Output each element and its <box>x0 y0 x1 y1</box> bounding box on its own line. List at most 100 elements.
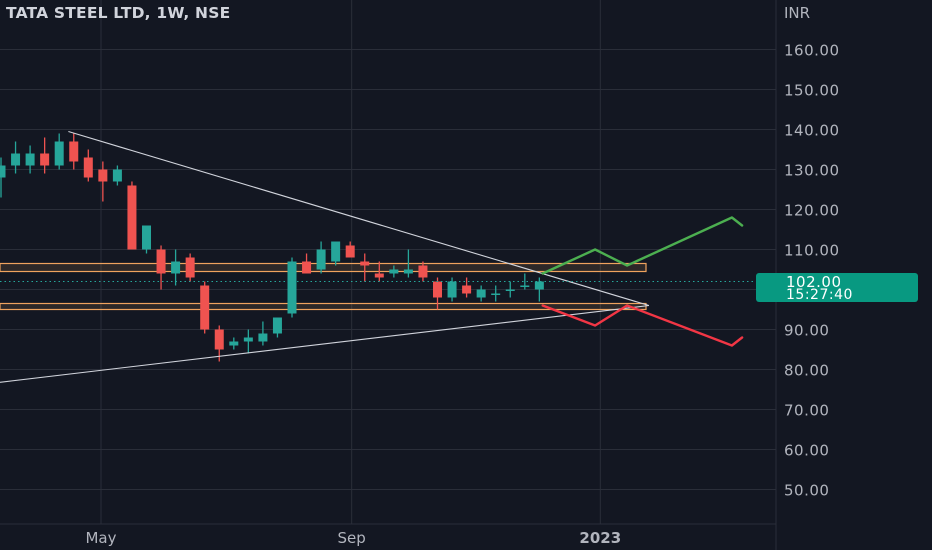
candle-33 <box>476 285 486 302</box>
projection-up-path <box>541 216 744 275</box>
candle-19 <box>272 317 282 338</box>
candle-body-15 <box>214 329 224 350</box>
projection-down-path <box>541 304 744 347</box>
candle-24 <box>345 241 355 258</box>
candle-body-33 <box>476 289 486 298</box>
candle-12 <box>171 249 181 286</box>
candle-body-20 <box>287 261 297 314</box>
candle-2 <box>25 145 35 174</box>
candle-28 <box>403 249 413 278</box>
candle-body-25 <box>360 261 370 266</box>
candle-body-22 <box>316 249 326 270</box>
candle-3 <box>40 137 50 174</box>
candle-10 <box>142 225 151 254</box>
candle-body-3 <box>40 153 50 166</box>
y-tick-label-2: 70.00 <box>784 402 829 420</box>
candle-body-34 <box>491 293 501 295</box>
candle-7 <box>98 161 108 202</box>
candle-0 <box>0 157 6 198</box>
candle-body-31 <box>447 281 457 298</box>
y-tick-label-4: 90.00 <box>784 322 829 340</box>
y-tick-label-9: 140.00 <box>784 122 840 140</box>
last-price-value: 102.00 <box>786 273 842 291</box>
candle-20 <box>287 257 297 318</box>
candle-body-26 <box>374 273 384 278</box>
y-tick-label-7: 120.00 <box>784 202 840 220</box>
candle-body-29 <box>418 265 428 278</box>
candle-25 <box>360 253 370 282</box>
candle-body-12 <box>171 261 181 274</box>
projection-paths[interactable] <box>541 216 744 347</box>
y-tick-label-11: 160.00 <box>784 42 840 60</box>
candle-body-24 <box>345 245 355 258</box>
candle-body-16 <box>229 341 239 346</box>
candle-body-17 <box>243 337 253 342</box>
candle-body-10 <box>142 225 151 250</box>
candle-body-8 <box>112 169 122 182</box>
y-tick-label-1: 60.00 <box>784 442 829 460</box>
candle-body-1 <box>11 153 21 166</box>
candle-22 <box>316 241 326 274</box>
candle-16 <box>229 337 239 350</box>
candle-body-19 <box>272 317 282 334</box>
last-price-badge: 102.00 15:27:40 <box>756 273 918 303</box>
candle-15 <box>214 325 224 362</box>
candle-body-28 <box>403 269 413 274</box>
candle-23 <box>331 241 341 266</box>
y-tick-label-0: 50.00 <box>784 482 829 500</box>
candle-9 <box>127 181 137 250</box>
candle-4 <box>54 133 64 170</box>
y-tick-label-3: 80.00 <box>784 362 829 380</box>
x-axis[interactable]: May Sep 2023 <box>85 529 621 547</box>
candle-11 <box>156 245 166 290</box>
candle-29 <box>418 261 428 282</box>
candle-body-11 <box>156 249 166 274</box>
candle-body-27 <box>389 269 399 274</box>
candle-14 <box>200 281 210 334</box>
candle-body-4 <box>54 141 64 166</box>
candle-36 <box>520 273 530 290</box>
x-tick-label-1: Sep <box>338 529 366 547</box>
x-tick-label-0: May <box>85 529 116 547</box>
candle-body-14 <box>200 285 210 330</box>
candle-body-0 <box>0 165 6 178</box>
horizontal-zone-1 <box>0 302 647 311</box>
candle-body-36 <box>520 285 530 287</box>
candle-5 <box>69 133 79 170</box>
candle-1 <box>11 141 21 174</box>
trendline-0 <box>68 130 650 307</box>
trendline-1 <box>0 304 649 383</box>
candle-35 <box>505 281 515 298</box>
candle-37 <box>534 277 544 302</box>
candle-21 <box>302 253 312 274</box>
candle-27 <box>389 265 399 278</box>
candle-body-6 <box>83 157 93 178</box>
bar-countdown: 15:27:40 <box>786 287 853 303</box>
candlestick-series <box>0 133 544 362</box>
chart-title: TATA STEEL LTD, 1W, NSE <box>6 4 231 22</box>
candle-8 <box>112 165 122 186</box>
y-tick-label-8: 130.00 <box>784 162 840 180</box>
candle-body-35 <box>505 289 515 291</box>
candle-body-13 <box>185 257 195 278</box>
candle-6 <box>83 149 93 182</box>
candle-body-32 <box>462 285 472 294</box>
x-tick-label-2: 2023 <box>579 529 621 547</box>
candle-17 <box>243 329 253 354</box>
candle-body-9 <box>127 185 137 250</box>
candle-body-23 <box>331 241 341 262</box>
candle-body-2 <box>25 153 35 166</box>
currency-unit-label: INR <box>784 4 811 22</box>
candle-30 <box>433 277 442 310</box>
candle-body-18 <box>258 333 268 342</box>
candle-13 <box>185 253 195 282</box>
candle-body-30 <box>433 281 442 298</box>
candle-body-5 <box>69 141 79 162</box>
candle-32 <box>462 277 472 298</box>
candle-34 <box>491 285 501 302</box>
candle-body-37 <box>534 281 544 290</box>
candle-body-21 <box>302 261 312 274</box>
trendlines[interactable] <box>0 130 650 390</box>
candle-18 <box>258 321 268 346</box>
candle-body-7 <box>98 169 108 182</box>
